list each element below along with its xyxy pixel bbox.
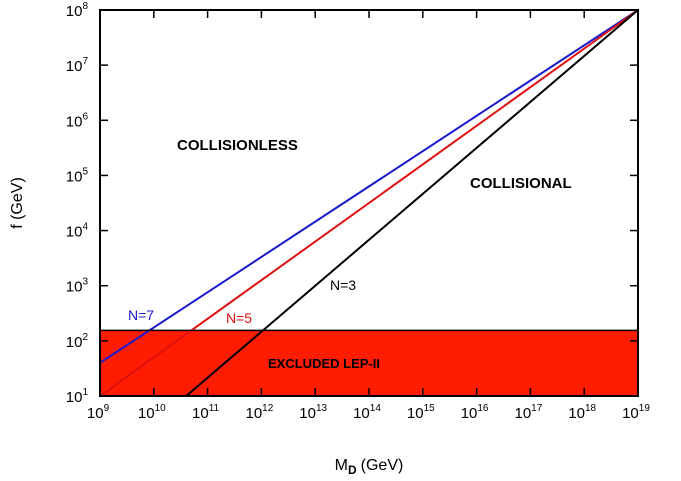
series-group: [99, 9, 639, 397]
x-tick-label: 1015: [407, 403, 435, 422]
plot-frame: [99, 9, 639, 397]
x-axis-label-subscript: D: [348, 463, 357, 477]
y-tick-label: 103: [66, 277, 89, 296]
y-tick-label: 104: [66, 222, 89, 241]
x-tick-label: 1018: [568, 403, 596, 422]
series-labels: N=7 N=5 N=3: [128, 277, 356, 326]
y-tick-label: 102: [66, 332, 89, 351]
y-tick-label: 105: [66, 166, 89, 185]
collisional-label: COLLISIONAL: [470, 175, 572, 192]
x-tick-labels: 109 1010 1011 1012 1013 1014 1015 1016 1017 1018 1…: [87, 403, 650, 422]
y-tick-label: 107: [66, 56, 89, 75]
x-tick-label: 1011: [192, 403, 220, 422]
y-tick-label: 108: [66, 1, 89, 20]
series-line-n3: [185, 9, 639, 397]
y-tick-label: 101: [66, 387, 89, 406]
y-axis-label: f (GeV): [9, 177, 26, 229]
x-axis-label: MD (GeV): [335, 457, 404, 477]
x-tick-label: 1017: [514, 403, 542, 422]
x-tick-label: 109: [87, 403, 110, 422]
series-label-n5: N=5: [226, 310, 252, 326]
x-axis-label-main: M: [335, 457, 348, 474]
x-tick-label: 1013: [299, 403, 327, 422]
y-tick-labels: 101 102 103 104 105 106 107 108: [66, 1, 89, 406]
series-line-n7: [99, 9, 639, 364]
x-tick-label: 1014: [353, 403, 381, 422]
y-tick-label: 106: [66, 111, 89, 130]
x-axis-label-unit: (GeV): [361, 457, 404, 474]
series-label-n3: N=3: [330, 277, 356, 293]
series-line-n5: [99, 9, 639, 397]
excluded-region-label: EXCLUDED LEP-II: [268, 356, 380, 371]
x-tick-label: 1010: [138, 403, 166, 422]
excluded-region: [100, 330, 638, 396]
x-tick-label: 1016: [461, 403, 489, 422]
series-label-n7: N=7: [128, 307, 154, 323]
x-tick-label: 1012: [245, 403, 273, 422]
collisionless-label: COLLISIONLESS: [177, 137, 298, 154]
x-tick-label: 1019: [622, 403, 650, 422]
